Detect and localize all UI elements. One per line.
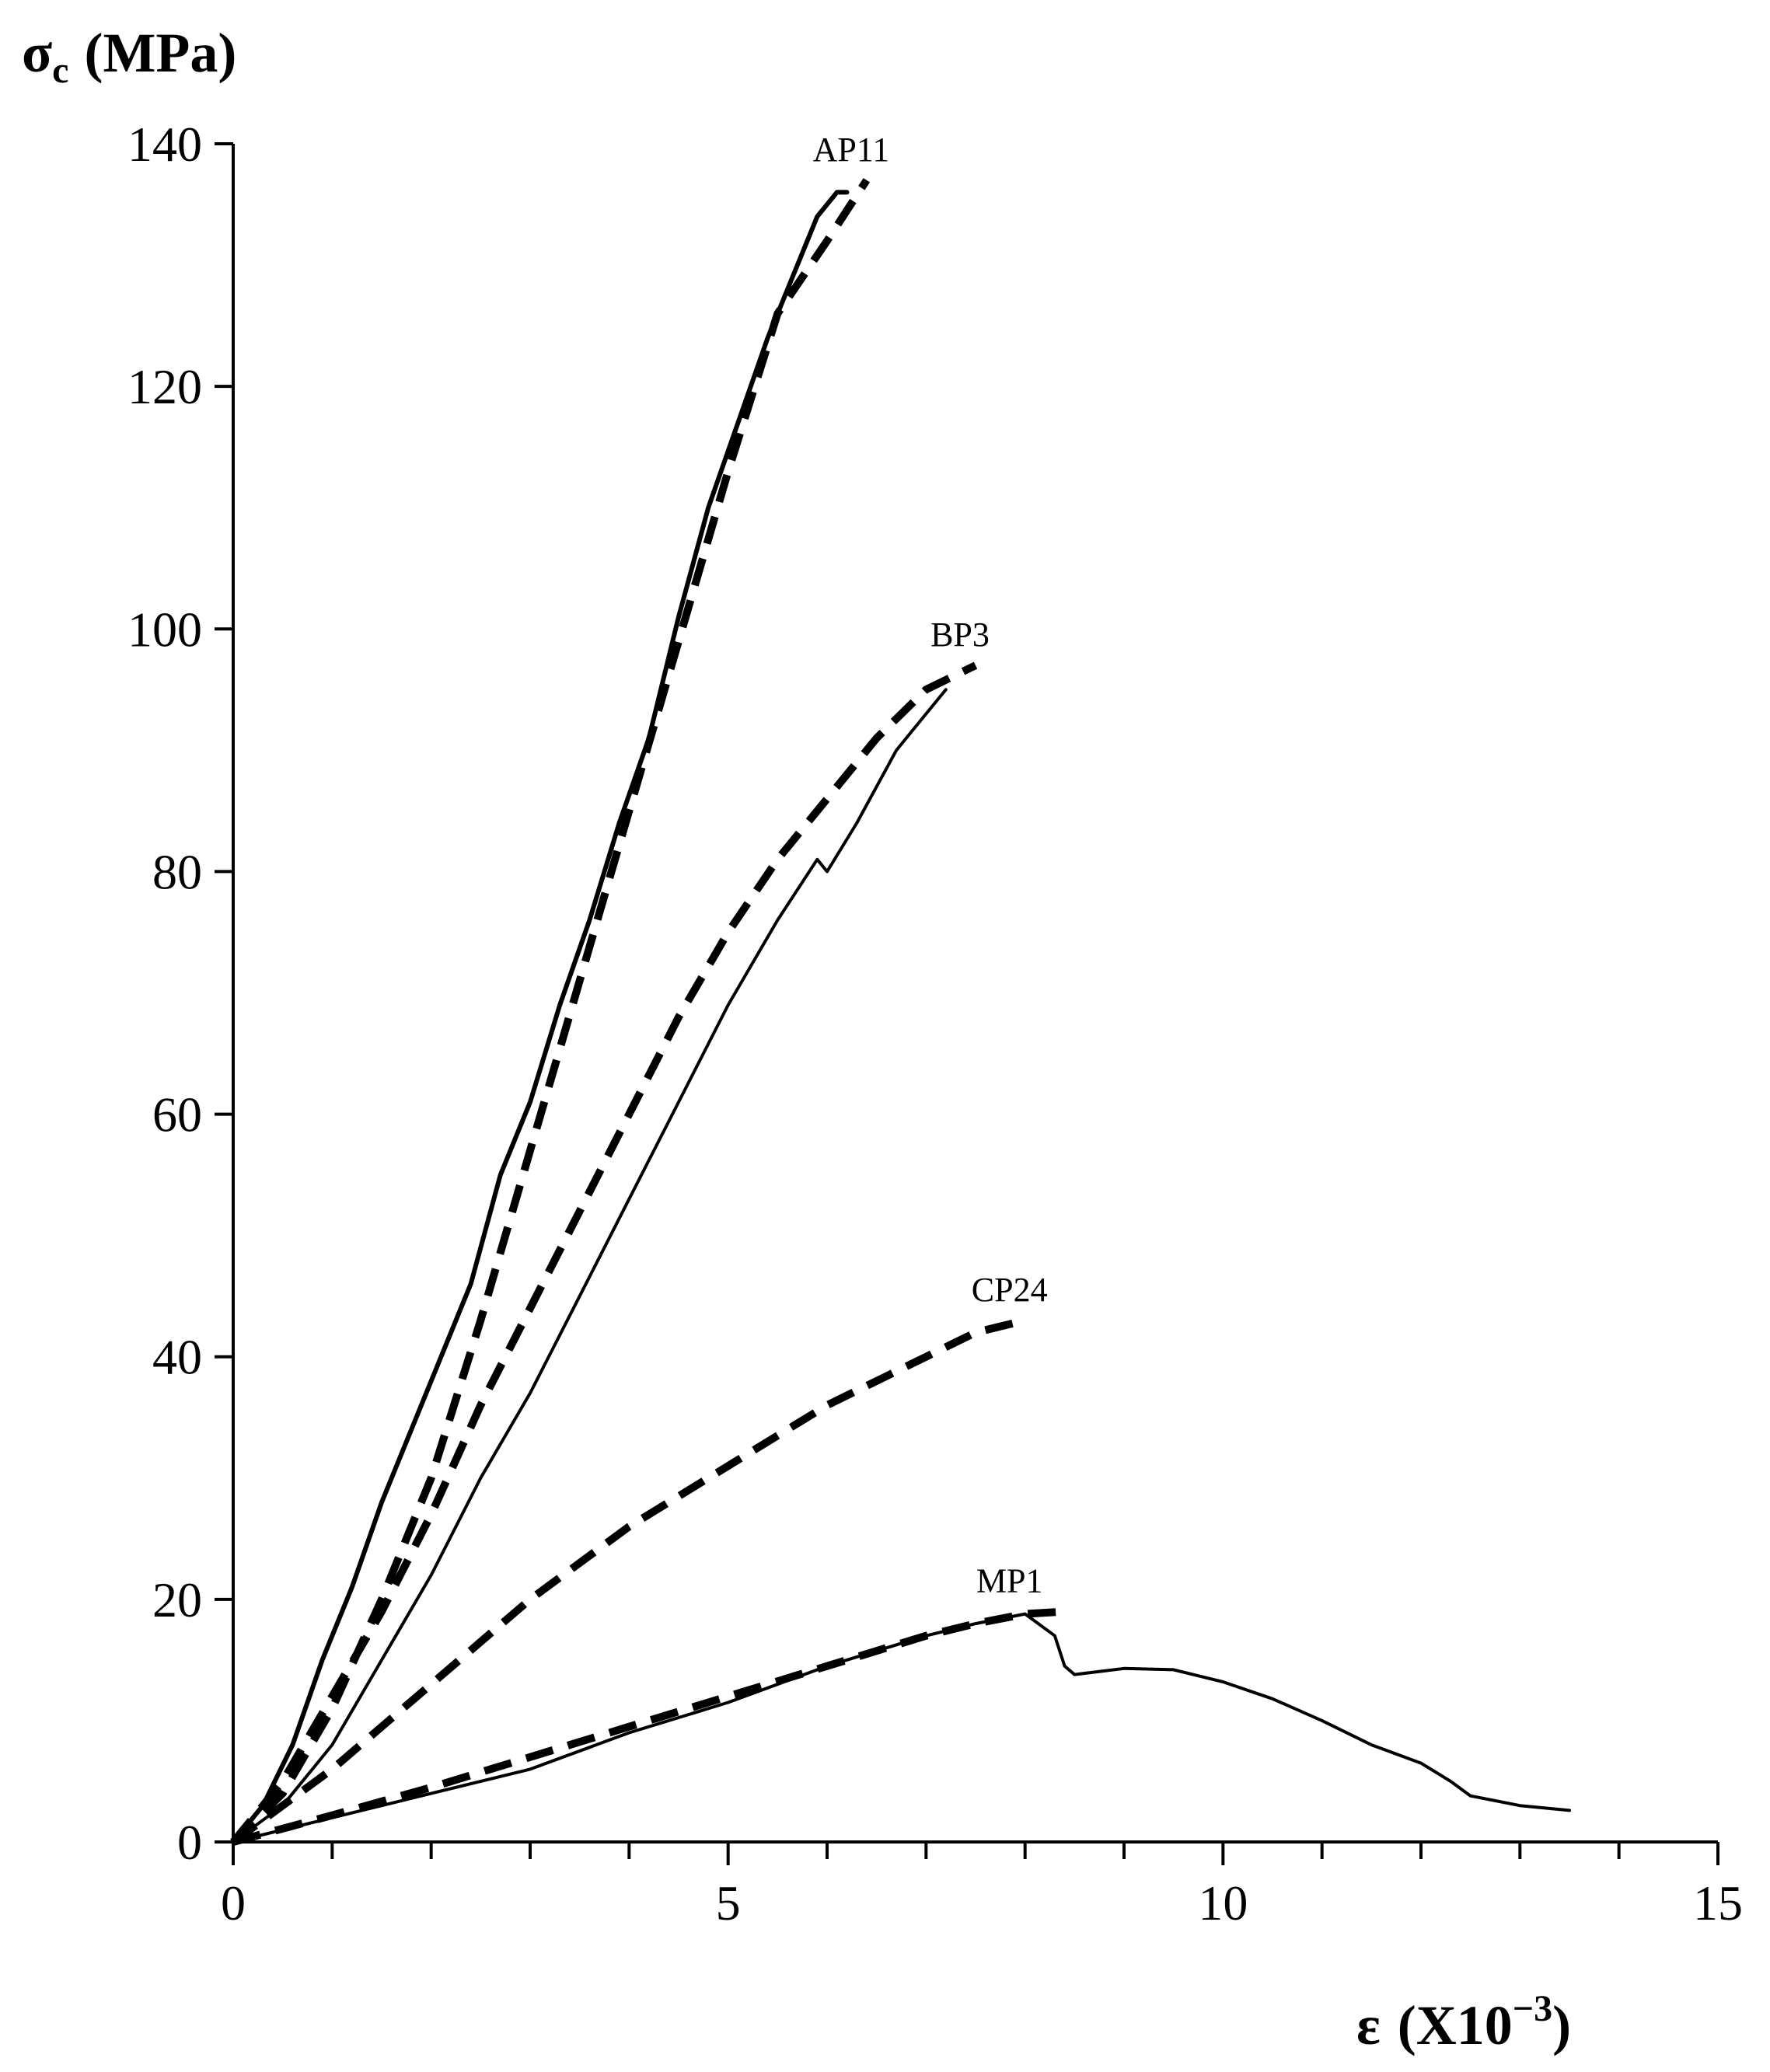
y-tick-label: 140: [127, 117, 202, 172]
y-tick-label: 120: [127, 359, 202, 414]
axes: 0 20 40 60 80 100 120 140 0 5 10 15: [127, 117, 1743, 1931]
series-label-bp3: BP3: [930, 616, 990, 654]
series-label-cp24: CP24: [972, 1271, 1048, 1309]
series-mp1-model: [232, 1607, 1065, 1846]
series-mp1-measured: [232, 1612, 1571, 1844]
series-layer: [230, 178, 1571, 1846]
x-axis-title: ε (X10−3): [1356, 1988, 1571, 2056]
x-tick-label: 5: [716, 1875, 741, 1931]
series-label-ap11: AP11: [813, 131, 890, 169]
series-ap11-model: [230, 178, 871, 1845]
y-axis-title: σc (MPa): [22, 22, 236, 91]
series-bp3-model: [230, 661, 978, 1845]
x-tick-label: 15: [1693, 1875, 1743, 1931]
y-tick-label: 100: [127, 602, 202, 657]
series-bp3-measured: [232, 688, 948, 1844]
labels-layer: AP11 BP3 CP24 MP1: [813, 131, 1048, 1600]
y-tick-label: 80: [152, 844, 202, 899]
y-tick-label: 20: [152, 1572, 202, 1627]
x-tick-label: 0: [221, 1875, 246, 1931]
x-tick-label: 10: [1198, 1875, 1248, 1931]
series-cp24-model: [231, 1317, 1026, 1846]
y-tick-label: 0: [177, 1815, 202, 1870]
series-label-mp1: MP1: [976, 1561, 1043, 1599]
y-tick-label: 60: [152, 1087, 202, 1142]
y-tick-label: 40: [152, 1330, 202, 1385]
